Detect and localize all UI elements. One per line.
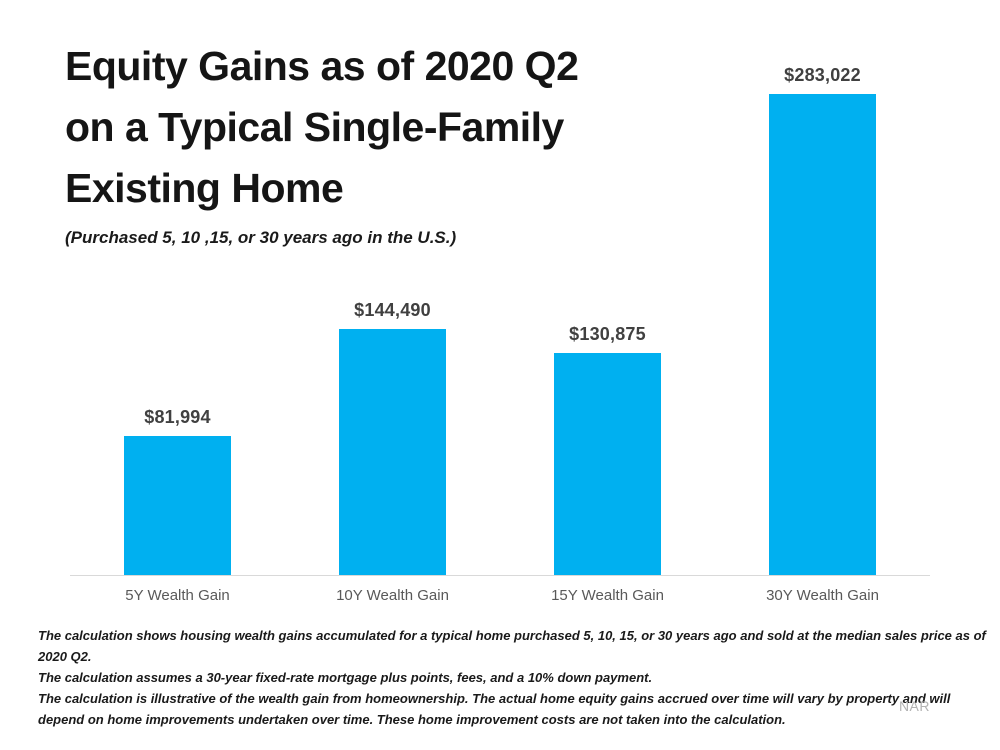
bar-value-label: $283,022 <box>784 65 861 85</box>
x-axis-label: 10Y Wealth Gain <box>336 587 449 604</box>
bar-group: $283,022 30Y Wealth Gain <box>766 65 879 604</box>
chart-title-line-3: Existing Home <box>65 165 344 211</box>
x-axis-label: 30Y Wealth Gain <box>766 587 879 604</box>
bar-value-label: $144,490 <box>354 300 431 321</box>
x-axis-label: 5Y Wealth Gain <box>125 587 230 604</box>
bar-group: $144,490 10Y Wealth Gain <box>336 94 449 604</box>
footnote-line: The calculation shows housing wealth gai… <box>38 628 986 664</box>
x-axis-label: 15Y Wealth Gain <box>551 587 664 604</box>
chart-header: Equity Gains as of 2020 Q2 on a Typical … <box>65 36 665 248</box>
footnote-block: The calculation shows housing wealth gai… <box>38 625 988 730</box>
bar <box>124 435 231 575</box>
bar-group: $81,994 5Y Wealth Gain <box>124 94 231 604</box>
chart-title-line-1: Equity Gains as of 2020 Q2 <box>65 43 579 89</box>
bar-group: $130,875 15Y Wealth Gain <box>551 94 664 604</box>
bar-value-label: $130,875 <box>569 323 646 344</box>
bar <box>554 352 661 575</box>
footnote-line: The calculation assumes a 30-year fixed-… <box>38 670 653 685</box>
source-attribution: NAR <box>898 698 930 714</box>
chart-title-line-2: on a Typical Single-Family <box>65 104 564 150</box>
footnote-line: The calculation is illustrative of the w… <box>38 691 951 727</box>
bar <box>769 94 876 575</box>
chart-subtitle: (Purchased 5, 10 ,15, or 30 years ago in… <box>65 228 457 247</box>
plot-area: $81,994 5Y Wealth Gain $144,490 10Y Wealth … <box>70 65 930 604</box>
bar-value-label: $81,994 <box>144 406 211 427</box>
bar <box>339 329 446 575</box>
